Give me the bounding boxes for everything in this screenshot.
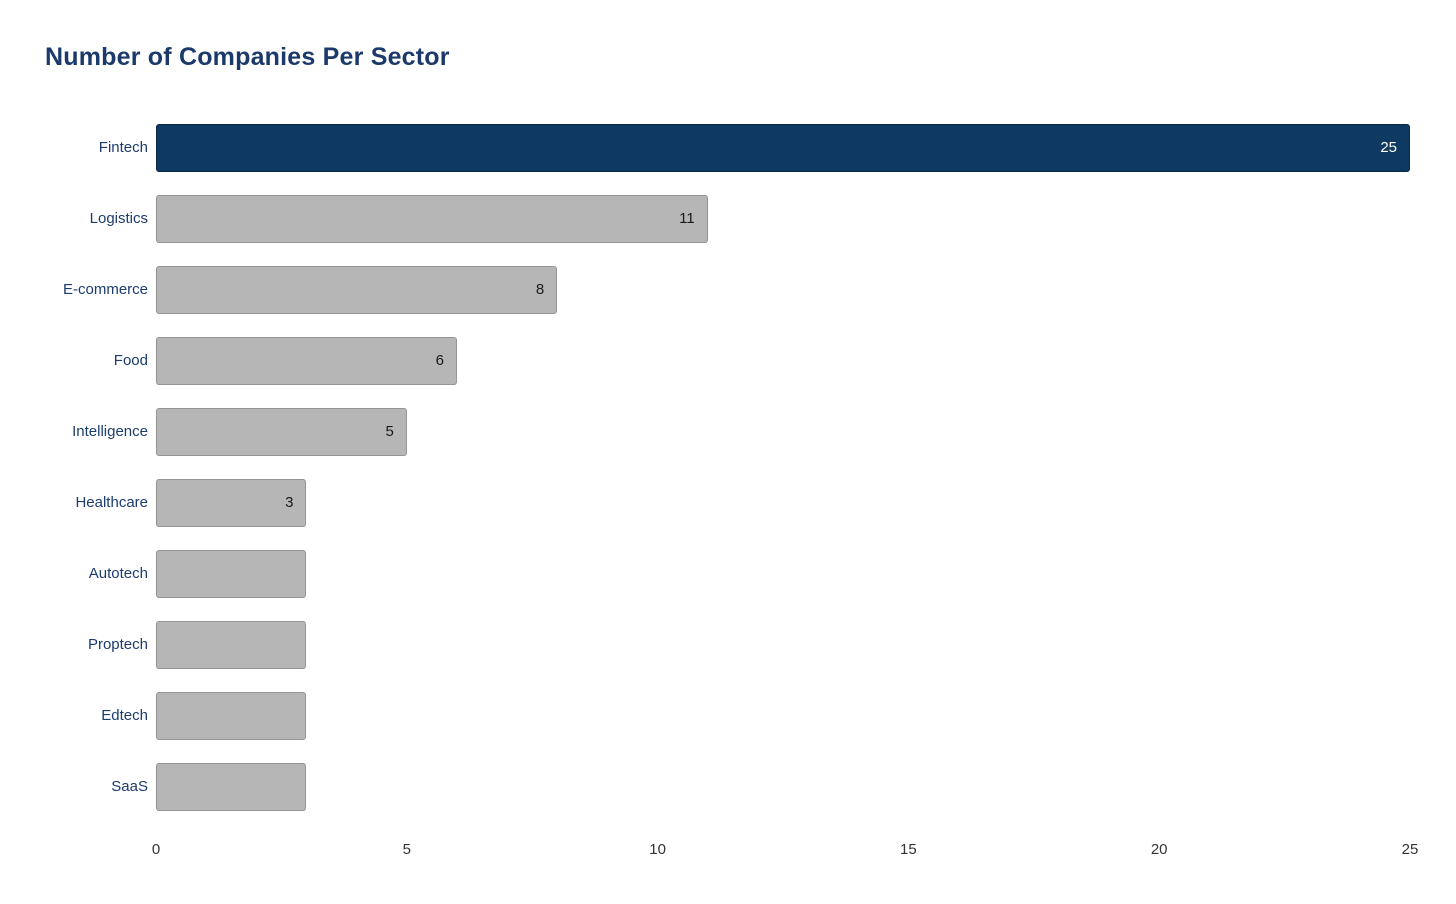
bar: 8 bbox=[156, 265, 558, 314]
bar bbox=[156, 620, 307, 669]
category-label: Fintech bbox=[98, 139, 148, 156]
bar-row: Edtech bbox=[0, 680, 1456, 751]
value-label: 8 bbox=[535, 281, 545, 298]
bar-track bbox=[156, 691, 1410, 740]
bar-track bbox=[156, 762, 1410, 811]
bar-row: Food 6 bbox=[0, 325, 1456, 396]
bar-track: 3 bbox=[156, 478, 1410, 527]
category-label: Proptech bbox=[87, 636, 148, 653]
category-label: Food bbox=[113, 352, 148, 369]
category-label: Autotech bbox=[88, 565, 148, 582]
bar-row: Proptech bbox=[0, 609, 1456, 680]
bar-track: 8 bbox=[156, 265, 1410, 314]
bar-track: 6 bbox=[156, 336, 1410, 385]
bar bbox=[156, 762, 307, 811]
category-label: Logistics bbox=[89, 210, 148, 227]
category-label: Edtech bbox=[101, 707, 148, 724]
x-axis: 0 5 10 15 20 25 bbox=[152, 841, 1419, 863]
value-label: 6 bbox=[435, 352, 444, 369]
bar-track bbox=[156, 549, 1410, 598]
bar-track: 25 bbox=[156, 123, 1410, 172]
chart-title: Number of Companies Per Sector bbox=[45, 43, 450, 71]
bar-row: E-commerce 8 bbox=[0, 254, 1456, 325]
x-axis-tick: 5 bbox=[402, 841, 411, 858]
bar: 6 bbox=[156, 336, 457, 385]
category-label: Intelligence bbox=[72, 423, 148, 440]
bar: 5 bbox=[156, 407, 407, 456]
bar-row: SaaS bbox=[0, 751, 1456, 822]
bar bbox=[156, 691, 307, 740]
bar-track bbox=[156, 620, 1410, 669]
bar bbox=[156, 549, 307, 598]
category-label: Healthcare bbox=[75, 494, 148, 511]
bar-row: Autotech bbox=[0, 538, 1456, 609]
bar-row: Logistics 11 bbox=[0, 183, 1456, 254]
value-label: 3 bbox=[285, 494, 294, 511]
x-axis-tick: 20 bbox=[1150, 841, 1168, 858]
bar: 25 bbox=[156, 123, 1410, 172]
value-label: 5 bbox=[385, 423, 394, 440]
value-label: 25 bbox=[1380, 139, 1397, 156]
x-axis-tick: 10 bbox=[649, 841, 666, 858]
category-label: SaaS bbox=[111, 778, 148, 795]
value-label: 11 bbox=[679, 210, 695, 227]
x-axis-tick: 0 bbox=[151, 841, 161, 858]
bar-row: Healthcare 3 bbox=[0, 467, 1456, 538]
bar: 11 bbox=[156, 194, 708, 243]
bar-row: Intelligence 5 bbox=[0, 396, 1456, 467]
x-axis-tick: 15 bbox=[900, 841, 917, 858]
category-label: E-commerce bbox=[62, 281, 148, 298]
x-axis-tick: 25 bbox=[1401, 841, 1419, 858]
bar-row: Fintech 25 bbox=[0, 112, 1456, 183]
plot-area: Fintech 25 Logistics 11 E-commerce 8 Food 6 Inte… bbox=[0, 112, 1456, 822]
bar-track: 5 bbox=[156, 407, 1410, 456]
bar: 3 bbox=[156, 478, 307, 527]
bar-track: 11 bbox=[156, 194, 1410, 243]
